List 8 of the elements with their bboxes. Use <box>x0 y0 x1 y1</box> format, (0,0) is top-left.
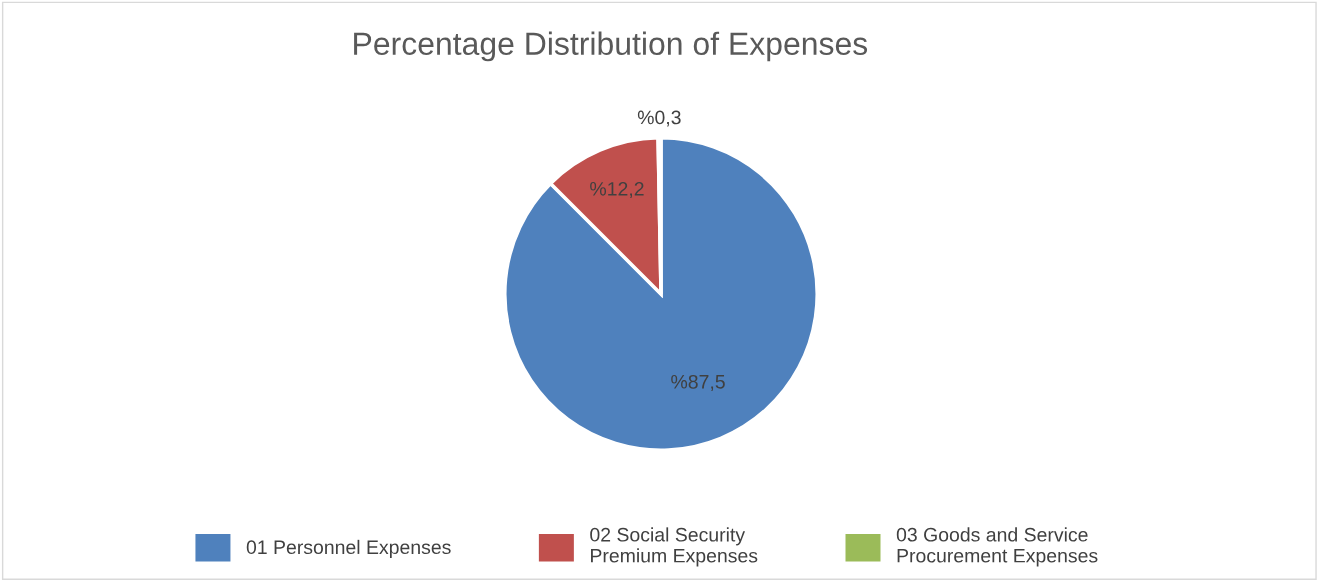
data-label: %12,2 <box>590 181 644 199</box>
legend-label: 02 Social Security Premium Expenses <box>590 527 758 567</box>
pie-slice <box>503 136 819 452</box>
legend-label: 01 Personnel Expenses <box>246 539 451 558</box>
legend-label: 03 Goods and Service Procurement Expenses <box>896 527 1098 567</box>
chart-title: Percentage Distribution of Expenses <box>354 31 868 62</box>
data-label: %0,3 <box>637 110 681 127</box>
data-label: %87,5 <box>671 374 725 391</box>
